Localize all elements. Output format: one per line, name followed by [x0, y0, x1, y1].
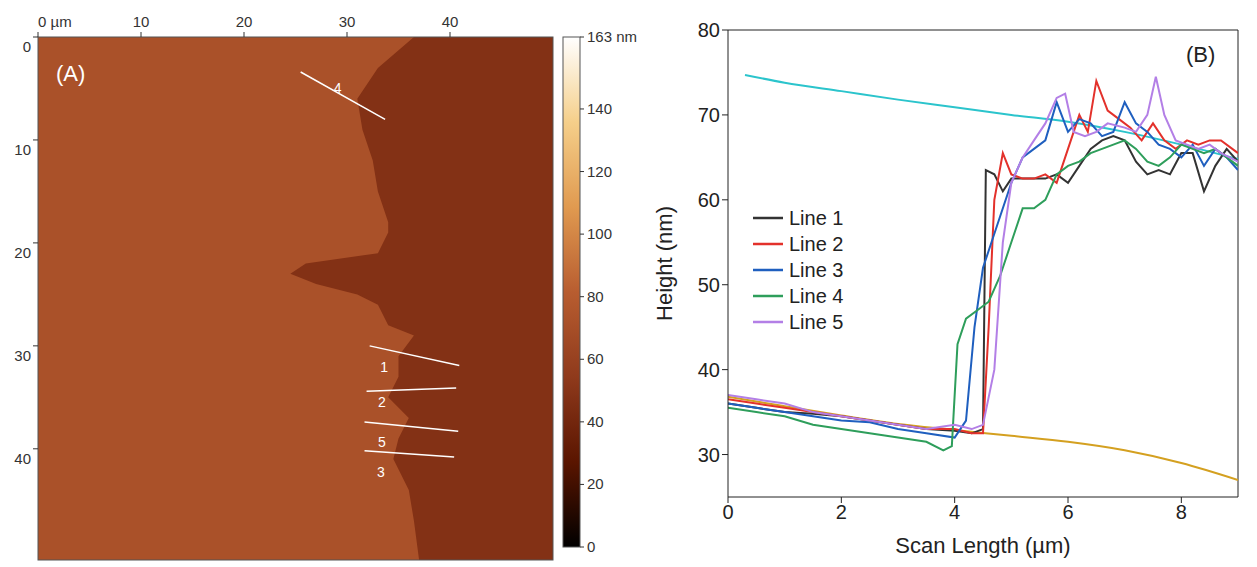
svg-text:20: 20	[236, 13, 253, 30]
svg-text:6: 6	[1062, 501, 1073, 523]
html-text:(B): (B)	[1186, 42, 1216, 67]
svg-text:0 µm: 0 µm	[38, 13, 72, 30]
svg-text:Height (nm): Height (nm)	[652, 206, 677, 321]
svg-text:30: 30	[339, 13, 356, 30]
svg-text:20: 20	[587, 475, 604, 492]
svg-text:30: 30	[14, 347, 31, 364]
svg-text:3: 3	[377, 464, 385, 480]
svg-text:4: 4	[334, 80, 342, 96]
svg-text:80: 80	[698, 19, 720, 41]
svg-text:2: 2	[378, 394, 386, 410]
svg-text:40: 40	[14, 450, 31, 467]
svg-text:140: 140	[587, 100, 612, 117]
svg-text:70: 70	[698, 104, 720, 126]
html-text:Line 4: Line 4	[789, 285, 844, 307]
svg-text:Scan Length (µm): Scan Length (µm)	[895, 533, 1070, 558]
svg-text:4: 4	[949, 501, 960, 523]
svg-text:0: 0	[587, 538, 595, 555]
html-text:Line 2: Line 2	[789, 233, 844, 255]
svg-text:60: 60	[587, 350, 604, 367]
svg-text:30: 30	[698, 444, 720, 466]
html-text:Line 1: Line 1	[789, 207, 844, 229]
svg-text:50: 50	[698, 274, 720, 296]
svg-text:5: 5	[378, 434, 386, 450]
svg-text:(A): (A)	[56, 61, 85, 86]
html-text:Line 3: Line 3	[789, 259, 844, 281]
svg-text:163 nm: 163 nm	[587, 28, 637, 45]
svg-text:2: 2	[836, 501, 847, 523]
svg-text:0: 0	[722, 501, 733, 523]
html-text:Line 5: Line 5	[789, 311, 844, 333]
svg-text:0: 0	[23, 38, 31, 55]
svg-text:20: 20	[14, 244, 31, 261]
svg-text:10: 10	[14, 141, 31, 158]
svg-text:80: 80	[587, 288, 604, 305]
svg-text:40: 40	[442, 13, 459, 30]
svg-text:40: 40	[698, 359, 720, 381]
svg-text:40: 40	[587, 413, 604, 430]
svg-text:8: 8	[1176, 501, 1187, 523]
svg-text:10: 10	[133, 13, 150, 30]
svg-text:100: 100	[587, 225, 612, 242]
svg-text:120: 120	[587, 163, 612, 180]
svg-text:60: 60	[698, 189, 720, 211]
svg-text:1: 1	[380, 359, 388, 375]
